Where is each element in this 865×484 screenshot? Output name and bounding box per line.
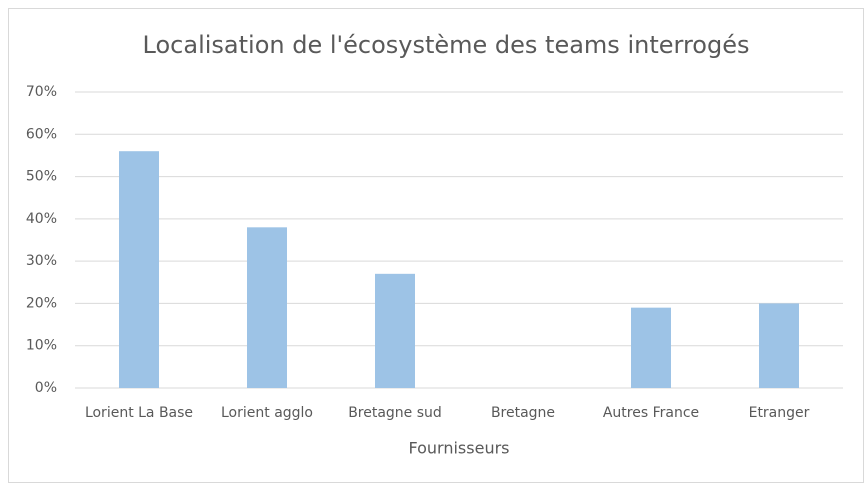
x-tick-label: Lorient agglo [221,405,313,421]
x-tick-label: Bretagne sud [348,405,442,421]
bar [375,273,415,388]
bar [759,303,799,388]
y-tick-label: 0% [35,380,57,396]
y-tick-label: 30% [26,253,57,269]
x-tick-label: Lorient La Base [85,405,193,421]
chart-title: Localisation de l'écosystème des teams i… [143,31,750,59]
x-tick-label: Autres France [603,405,699,421]
bar [631,307,671,388]
bar [119,151,159,388]
y-tick-label: 60% [26,126,57,142]
y-tick-label: 50% [26,169,57,185]
x-tick-label: Bretagne [491,405,555,421]
bar [247,227,287,388]
x-tick-label: Etranger [749,405,810,421]
y-tick-label: 20% [26,295,57,311]
y-tick-label: 40% [26,211,57,227]
y-tick-label: 70% [26,84,57,100]
y-tick-label: 10% [26,338,57,354]
x-axis-label: Fournisseurs [408,439,509,458]
